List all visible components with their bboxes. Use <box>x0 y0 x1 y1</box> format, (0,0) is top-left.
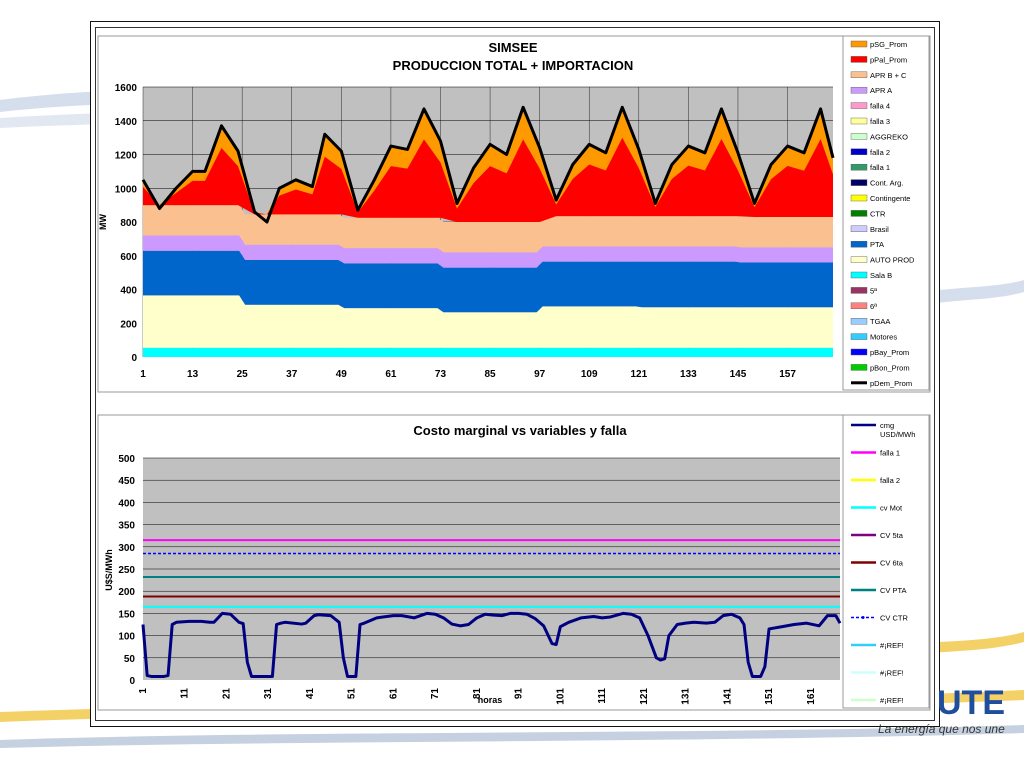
production-xtick: 13 <box>187 369 199 380</box>
production-legend-label: pBon_Prom <box>870 363 910 372</box>
production-legend-swatch <box>850 86 868 94</box>
production-xtick: 157 <box>779 369 796 380</box>
production-legend-swatch <box>850 333 868 340</box>
production-legend-label: APR B + C <box>870 71 907 80</box>
production-legend-label: 5ª <box>870 286 877 295</box>
inner-frame <box>95 27 935 721</box>
production-legend-label: AGGREKO <box>870 132 908 141</box>
production-area-apr-b-c <box>143 205 833 253</box>
production-xtick: 145 <box>730 369 747 380</box>
production-legend-swatch <box>850 71 868 79</box>
production-ytick: 400 <box>120 286 137 297</box>
svg-text:UTE: UTE <box>937 684 1005 720</box>
production-legend-swatch <box>850 318 868 325</box>
production-legend-swatch <box>850 256 868 263</box>
production-ytick: 1200 <box>115 151 138 162</box>
production-legend-swatch <box>850 302 868 309</box>
production-legend-swatch <box>850 364 868 371</box>
production-xtick: 49 <box>336 369 348 380</box>
production-legend-label: pSG_Prom <box>870 40 907 49</box>
production-legend-swatch <box>850 117 868 125</box>
production-legend-label: falla 2 <box>870 148 890 157</box>
production-xtick: 109 <box>581 369 598 380</box>
production-ytick: 1600 <box>115 83 138 94</box>
production-legend-swatch <box>850 225 868 233</box>
production-legend-label: Brasil <box>870 225 889 234</box>
production-legend-label: Cont. Arg. <box>870 179 903 188</box>
production-title-line2: PRODUCCION TOTAL + IMPORTACION <box>393 58 634 73</box>
production-legend-label: falla 1 <box>870 163 890 172</box>
production-legend-swatch <box>850 56 868 63</box>
production-ytick: 1000 <box>115 184 138 195</box>
ute-logo-icon: UTE <box>937 684 1005 720</box>
production-legend-label: Contingente <box>870 194 910 203</box>
production-legend-swatch <box>850 163 868 171</box>
production-xtick: 121 <box>630 369 647 380</box>
production-xtick: 61 <box>385 369 397 380</box>
production-legend-swatch <box>850 194 868 202</box>
production-ytick: 600 <box>120 252 137 263</box>
production-legend-swatch <box>850 240 868 248</box>
production-legend-swatch <box>850 271 868 279</box>
production-xtick: 73 <box>435 369 447 380</box>
production-legend-label: PTA <box>870 240 884 249</box>
production-legend-swatch <box>850 210 868 217</box>
production-area-pta <box>143 250 833 313</box>
production-ytick: 200 <box>120 319 137 330</box>
production-xtick: 1 <box>140 369 146 380</box>
production-xtick: 97 <box>534 369 546 380</box>
production-legend-swatch <box>850 287 868 294</box>
production-legend-swatch <box>850 148 868 156</box>
production-xtick: 25 <box>237 369 249 380</box>
production-area-auto-prod <box>143 295 833 348</box>
production-legend-label: AUTO PROD <box>870 256 915 265</box>
production-legend-swatch <box>850 40 868 48</box>
production-area-apr-a <box>143 235 833 268</box>
production-legend-label: CTR <box>870 209 886 218</box>
production-legend-label: falla 4 <box>870 102 890 111</box>
production-ytick: 0 <box>131 353 137 364</box>
production-legend-swatch <box>850 348 868 356</box>
production-ylabel: MW <box>98 214 108 230</box>
production-legend-swatch <box>850 133 868 140</box>
production-legend-label: APR A <box>870 86 892 95</box>
production-legend-label: 6ª <box>870 302 877 311</box>
production-legend-label: pDem_Prom <box>870 379 912 388</box>
production-legend-label: TGAA <box>870 317 890 326</box>
production-legend-label: falla 3 <box>870 117 890 126</box>
production-ytick: 800 <box>120 218 137 229</box>
production-xtick: 85 <box>485 369 497 380</box>
production-legend-swatch <box>850 179 868 186</box>
production-xtick: 37 <box>286 369 298 380</box>
production-legend-label: Motores <box>870 333 897 342</box>
production-xtick: 133 <box>680 369 697 380</box>
production-title-line1: SIMSEE <box>488 40 537 55</box>
production-legend-label: pBay_Prom <box>870 348 909 357</box>
production-legend-label: pPal_Prom <box>870 55 907 64</box>
brand-tagline: La energía que nos une <box>878 722 1005 736</box>
production-area-sala-b <box>143 347 833 357</box>
production-legend-label: Sala B <box>870 271 892 280</box>
production-ytick: 1400 <box>115 117 138 128</box>
production-line-pdem-prom <box>141 105 835 224</box>
production-legend-swatch <box>850 102 868 109</box>
production-area-ppal-prom <box>143 137 833 222</box>
